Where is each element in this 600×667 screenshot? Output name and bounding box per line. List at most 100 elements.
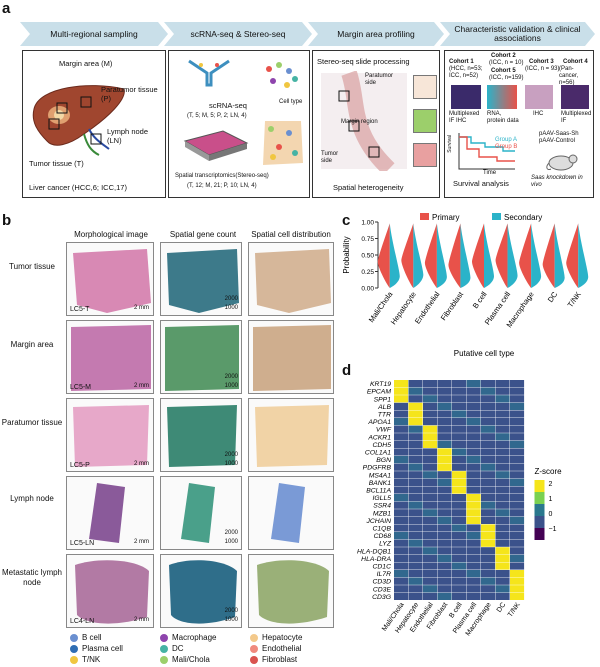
- heatmap-cell: [495, 516, 510, 524]
- heatmap-cell: [510, 532, 525, 540]
- heatmap-cell: [466, 585, 481, 593]
- heatmap-cell: [452, 524, 467, 532]
- violin-x-tick-label: Fibroblast: [439, 289, 466, 322]
- heatmap-cell: [423, 494, 438, 502]
- heatmap-cell: [495, 592, 510, 600]
- heatmap-cell: [423, 547, 438, 555]
- cbar-lo: 1000: [224, 617, 238, 623]
- label-cohort3-d: (ICC, n = 93): [525, 66, 560, 72]
- heatmap-cell: [510, 539, 525, 547]
- heatmap-gene-label: EPCAM: [367, 389, 392, 396]
- if-image: [451, 85, 481, 109]
- legend-item: Plasma cell: [70, 644, 123, 653]
- label-margin-region: Margin region: [341, 119, 378, 125]
- tissue-shape-gene: [167, 249, 239, 313]
- label-mif: Multiplexed IF: [561, 111, 592, 124]
- heatmap-gene-label: CD3D: [372, 579, 391, 586]
- heatmap-gene-label: CD1C: [372, 564, 391, 571]
- heatmap-cell: [408, 585, 423, 593]
- tile-cell-tumor: [248, 242, 334, 316]
- heatmap-cell: [452, 402, 467, 410]
- heatmap-cell: [423, 395, 438, 403]
- heatmap-cell: [510, 494, 525, 502]
- label-mif-ihc: Multiplexed IF IHC: [449, 111, 480, 124]
- legend-dot: [160, 633, 168, 642]
- heatmap-gene-label: VWF: [376, 427, 392, 434]
- heatmap-cell: [408, 478, 423, 486]
- label-knockdown: Saas knockdown in vivo: [531, 175, 583, 188]
- heatmap-cell: [437, 402, 452, 410]
- scale-bar: 2 mm: [134, 617, 149, 623]
- heatmap-cell: [437, 433, 452, 441]
- scale-bar: 2 mm: [134, 461, 149, 467]
- label-scrna-n: (T, 5; M, 5; P, 2; LN, 4): [187, 113, 247, 119]
- heatmap-cell: [510, 516, 525, 524]
- tissue-shape-cell: [253, 325, 331, 391]
- heatmap-gene-label: COL1A1: [365, 450, 391, 457]
- heatmap-cell: [394, 440, 409, 448]
- heatmap-cell: [452, 486, 467, 494]
- panel-label-b: b: [2, 212, 12, 229]
- heatmap-cell: [481, 516, 496, 524]
- heatmap-cell: [481, 395, 496, 403]
- scale-bar: 2 mm: [134, 539, 149, 545]
- margin-inset-2: [413, 109, 437, 133]
- heatmap-cell: [510, 440, 525, 448]
- heatmap-cell: [495, 577, 510, 585]
- heatmap-cell: [466, 410, 481, 418]
- heatmap-cell: [423, 471, 438, 479]
- tissue-shape-cell: [255, 405, 329, 467]
- heatmap-cell: [423, 577, 438, 585]
- heatmap-cell: [466, 418, 481, 426]
- violin-secondary: [460, 223, 471, 288]
- legend-dot: [250, 655, 258, 664]
- heatmap-cell: [481, 418, 496, 426]
- heatmap-cell: [481, 410, 496, 418]
- heatmap-cell: [423, 387, 438, 395]
- row-label-met-lymph: Metastatic lymph node: [1, 568, 63, 587]
- heatmap-cell: [452, 380, 467, 388]
- heatmap-gene-label: CD68: [374, 533, 392, 540]
- heatmap-cell: [466, 509, 481, 517]
- heatmap-cell: [466, 456, 481, 464]
- legend-label: Hepatocyte: [262, 633, 303, 642]
- heatmap-cell: [452, 471, 467, 479]
- heatmap-cell: [423, 456, 438, 464]
- tissue-shape-morph: [89, 483, 125, 543]
- heatmap-cell: [495, 387, 510, 395]
- violin-legend-swatch: [420, 213, 429, 220]
- violin-secondary: [507, 223, 518, 288]
- heatmap-colorbar-segment: [534, 504, 545, 516]
- heatmap-cell: [466, 433, 481, 441]
- heatmap-cell: [452, 463, 467, 471]
- violin-primary: [472, 223, 484, 288]
- heatmap-cell: [423, 448, 438, 456]
- heatmap-cell: [481, 486, 496, 494]
- heatmap-cell: [394, 592, 409, 600]
- heatmap-cell: [423, 410, 438, 418]
- tissue-shape-morph: [73, 249, 151, 313]
- heatmap-cell: [408, 570, 423, 578]
- heatmap-cell: [510, 478, 525, 486]
- heatmap-cell: [510, 463, 525, 471]
- heatmap-gene-label: TTR: [378, 412, 391, 419]
- legend-label: DC: [172, 644, 184, 653]
- heatmap-cell: [510, 456, 525, 464]
- heatmap-cell: [408, 448, 423, 456]
- heatmap-cell: [408, 463, 423, 471]
- heatmap-cell: [495, 425, 510, 433]
- heatmap-cell: [394, 402, 409, 410]
- heatmap-cell: [495, 562, 510, 570]
- heatmap-cell: [423, 486, 438, 494]
- heatmap-cell: [452, 418, 467, 426]
- stage-validation: Characteristic validation & clinical ass…: [440, 22, 595, 46]
- heatmap-cell: [510, 570, 525, 578]
- tile-gene-met-lymph: 2000 1000: [160, 554, 242, 628]
- heatmap-cell: [495, 524, 510, 532]
- col-cell-dist: Spatial cell distribution: [251, 230, 331, 239]
- sample-label: LC5-LN: [70, 540, 95, 547]
- heatmap-cell: [408, 532, 423, 540]
- heatmap-cell: [510, 486, 525, 494]
- label-slide-processing: Stereo-seq slide processing: [317, 57, 410, 66]
- heatmap-cell: [466, 440, 481, 448]
